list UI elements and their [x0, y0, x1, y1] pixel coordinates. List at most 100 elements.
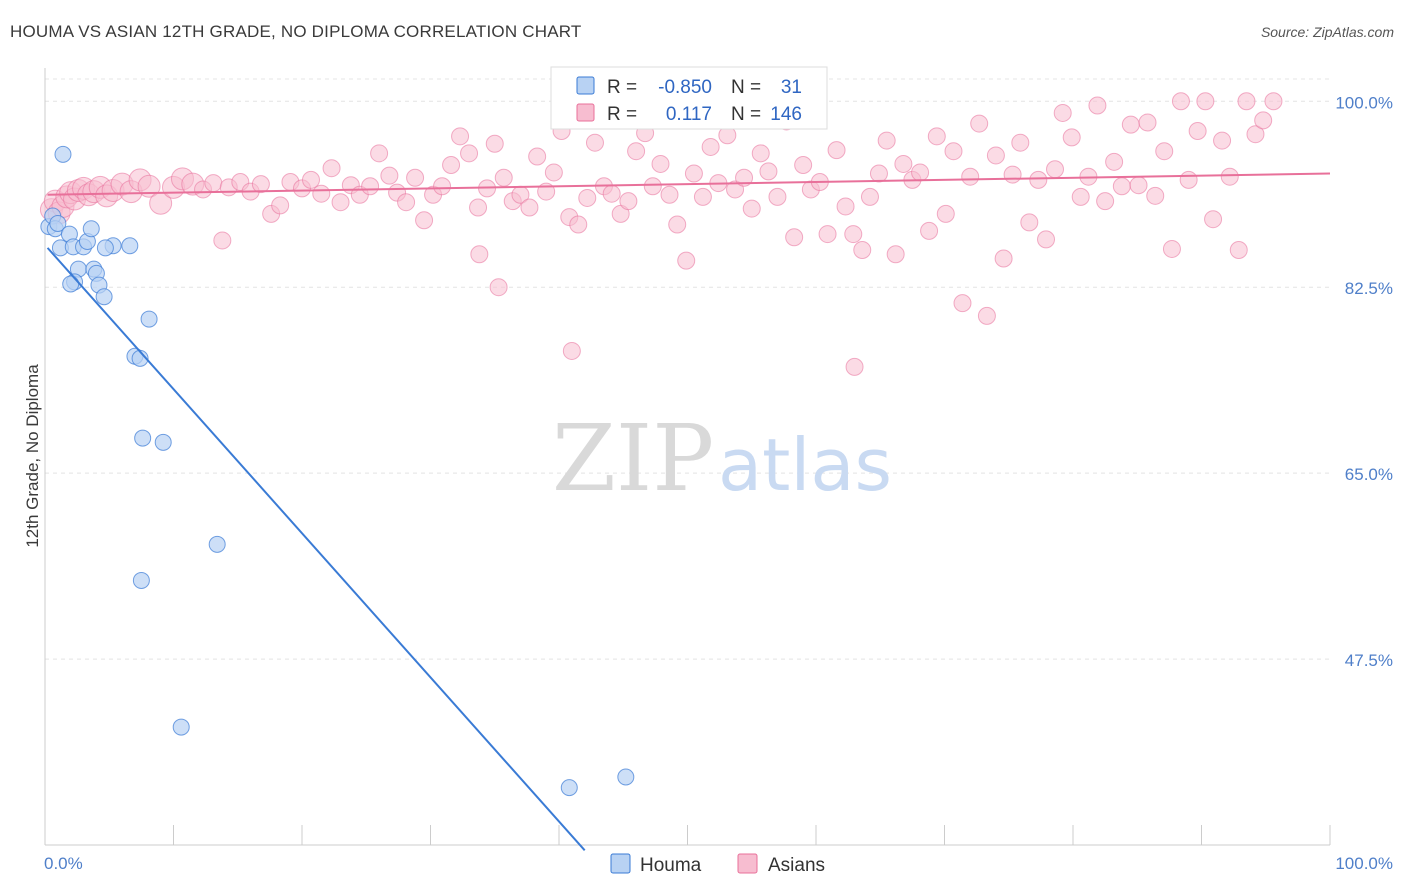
asians-point-107	[936, 204, 955, 223]
asians-point-148	[562, 341, 581, 360]
stats-r-label-asians: R =	[607, 104, 637, 125]
asians-point-39	[361, 177, 380, 196]
asians-point-93	[818, 225, 837, 244]
asians-point-73	[651, 154, 670, 173]
asians-point-138	[1196, 92, 1215, 111]
asians-point-146	[470, 245, 489, 264]
asians-point-86	[759, 162, 778, 181]
houma-trendline	[46, 247, 586, 851]
asians-point-100	[877, 131, 896, 150]
asians-point-127	[1105, 152, 1124, 171]
asians-point-41	[380, 166, 399, 185]
asians-point-78	[693, 187, 712, 206]
asians-point-65	[585, 133, 604, 152]
asians-point-145	[1254, 111, 1273, 130]
asians-point-125	[1088, 96, 1107, 115]
asians-point-47	[433, 177, 452, 196]
houma-point-10	[62, 275, 80, 293]
x-tick-label-0: 0.0%	[44, 854, 83, 873]
asians-point-121	[1053, 103, 1072, 122]
series-legend: Houma Asians	[610, 853, 825, 876]
asians-point-142	[1229, 241, 1248, 259]
asians-point-89	[785, 228, 804, 247]
asians-point-126	[1096, 192, 1115, 211]
asians-point-102	[894, 154, 913, 173]
asians-point-106	[927, 127, 946, 146]
asians-point-96	[844, 225, 863, 244]
asians-point-141	[1220, 167, 1239, 186]
asians-point-48	[442, 156, 461, 174]
y-tick-label-1: 65.0%	[1345, 465, 1393, 484]
houma-point-3	[49, 214, 67, 232]
asians-point-139	[1204, 210, 1223, 229]
grid	[45, 78, 1330, 660]
legend-label-asians: Asians	[768, 855, 825, 876]
asians-point-137	[1188, 122, 1207, 140]
legend-label-houma: Houma	[640, 855, 702, 876]
series-asians	[39, 92, 1283, 376]
asians-point-118	[1029, 170, 1048, 189]
houma-point-13	[82, 220, 100, 238]
asians-point-99	[869, 164, 888, 183]
asians-point-24	[213, 231, 232, 250]
watermark: ZIP atlas	[552, 405, 892, 512]
stats-r-label-houma: R =	[607, 77, 637, 98]
asians-point-70	[627, 142, 646, 161]
houma-point-30	[617, 768, 635, 786]
asians-point-53	[485, 134, 504, 153]
y-tick-label-0: 47.5%	[1345, 651, 1393, 670]
asians-point-85	[751, 144, 770, 163]
houma-point-27	[132, 571, 150, 589]
asians-point-143	[1237, 92, 1256, 111]
asians-point-136	[1179, 170, 1198, 189]
asians-point-77	[684, 164, 703, 183]
stats-r-value-houma: -0.850	[658, 77, 712, 98]
houma-point-19	[121, 237, 139, 255]
y-axis-label: 12th Grade, No Diploma	[23, 364, 42, 548]
asians-point-50	[460, 144, 479, 163]
asians-point-64	[578, 188, 597, 207]
asians-point-60	[544, 163, 563, 182]
asians-point-123	[1071, 187, 1090, 206]
houma-point-25	[154, 433, 172, 451]
asians-point-110	[961, 167, 980, 186]
houma-point-28	[172, 718, 190, 736]
asians-point-28	[251, 175, 270, 194]
asians-point-98	[860, 187, 879, 206]
asians-point-120	[1046, 160, 1065, 179]
asians-point-43	[397, 193, 416, 212]
asians-point-144	[1246, 125, 1265, 144]
asians-point-133	[1155, 142, 1174, 161]
asians-point-97	[853, 241, 872, 259]
asians-point-84	[742, 199, 761, 218]
asians-point-90	[794, 156, 813, 174]
asians-point-116	[1011, 133, 1030, 152]
y-tick-label-2: 82.5%	[1345, 279, 1393, 298]
asians-point-134	[1162, 239, 1181, 258]
asians-point-54	[494, 168, 513, 187]
asians-point-113	[986, 146, 1005, 165]
asians-trendline	[47, 172, 1331, 196]
asians-point-23	[204, 174, 223, 193]
asians-point-72	[643, 177, 662, 196]
watermark-atlas: atlas	[718, 423, 892, 507]
stats-r-value-asians: 0.117	[666, 104, 712, 125]
houma-point-26	[208, 535, 226, 553]
stats-n-value-asians: 146	[770, 104, 802, 125]
stats-legend-box	[550, 66, 828, 130]
asians-point-149	[845, 357, 864, 376]
houma-point-29	[560, 779, 578, 797]
asians-point-34	[312, 184, 331, 203]
asians-point-94	[827, 141, 846, 160]
stats-swatch-houma	[576, 76, 595, 95]
asians-point-45	[415, 211, 434, 230]
houma-point-20	[96, 239, 114, 257]
asians-point-83	[735, 168, 754, 187]
asians-point-67	[602, 184, 621, 203]
asians-point-117	[1020, 213, 1039, 232]
asians-point-131	[1138, 113, 1157, 132]
asians-point-128	[1112, 177, 1131, 196]
asians-point-87	[768, 187, 787, 206]
asians-point-36	[331, 193, 350, 212]
watermark-zip: ZIP	[552, 405, 714, 512]
